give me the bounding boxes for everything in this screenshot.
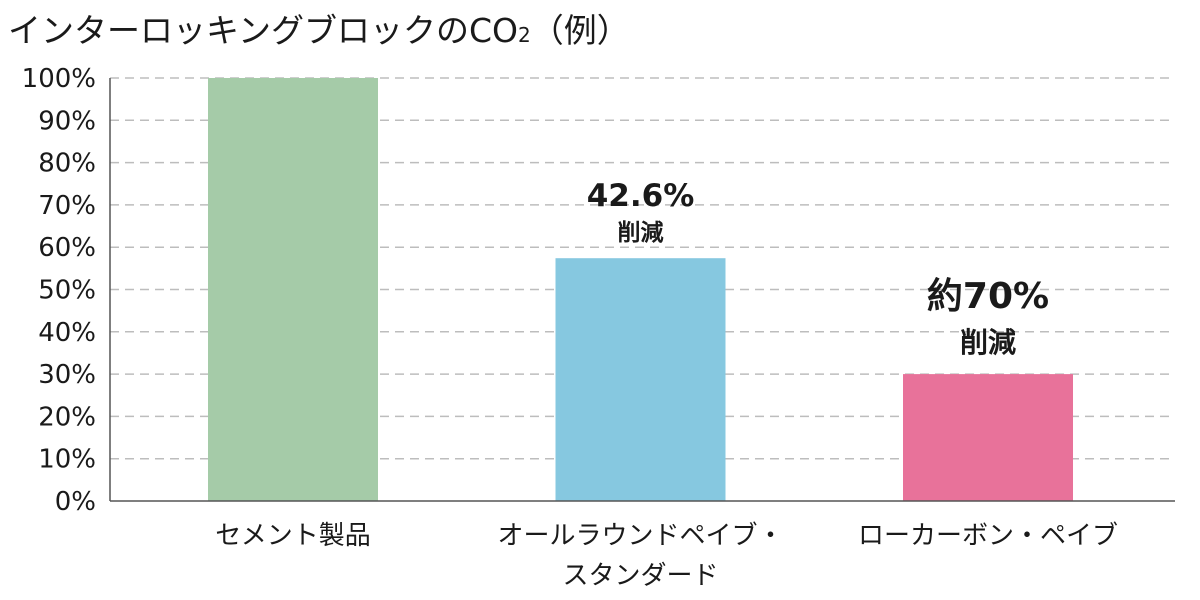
chart-title-main: インターロッキングブロックのCO bbox=[8, 11, 519, 50]
y-tick-label: 70% bbox=[38, 191, 96, 221]
y-tick-label: 20% bbox=[38, 402, 96, 432]
bar-layer bbox=[208, 78, 1073, 501]
reduction-caption-label: 削減 bbox=[960, 326, 1016, 359]
x-category-label: セメント製品 bbox=[215, 521, 370, 551]
reduction-value-label: 約70% bbox=[927, 276, 1049, 317]
x-category-label: スタンダード bbox=[562, 561, 718, 591]
y-tick-label: 30% bbox=[38, 360, 96, 390]
y-tick-label: 60% bbox=[38, 233, 96, 263]
y-tick-label: 40% bbox=[38, 318, 96, 348]
chart-title: インターロッキングブロックのCO2（例） bbox=[8, 4, 630, 52]
x-category-label: オールラウンドペイブ・ bbox=[497, 521, 783, 551]
x-category-label: ローカーボン・ペイブ bbox=[858, 521, 1118, 551]
y-tick-label: 0% bbox=[55, 487, 96, 517]
axis-layer: 0% 10% 20% 30% 40% 50% 60% 70% 80% 90% 100% bbox=[22, 64, 1175, 517]
label-layer: セメント製品 オールラウンドペイブ・スタンダード 42.6% 削減ローカーボン・ペイブ… bbox=[215, 178, 1118, 591]
y-tick-label: 50% bbox=[38, 276, 96, 306]
bar-3 bbox=[903, 374, 1073, 501]
chart-title-subscript: 2 bbox=[518, 23, 531, 47]
reduction-caption-label: 削減 bbox=[618, 220, 664, 246]
chart-title-tail: （例） bbox=[530, 11, 630, 50]
y-tick-label: 80% bbox=[38, 149, 96, 179]
y-tick-label: 100% bbox=[22, 64, 96, 94]
bar-1 bbox=[208, 78, 378, 501]
y-tick-label: 10% bbox=[38, 445, 96, 475]
bar-2 bbox=[555, 258, 726, 501]
y-tick-label: 90% bbox=[38, 106, 96, 136]
reduction-value-label: 42.6% bbox=[587, 178, 695, 214]
